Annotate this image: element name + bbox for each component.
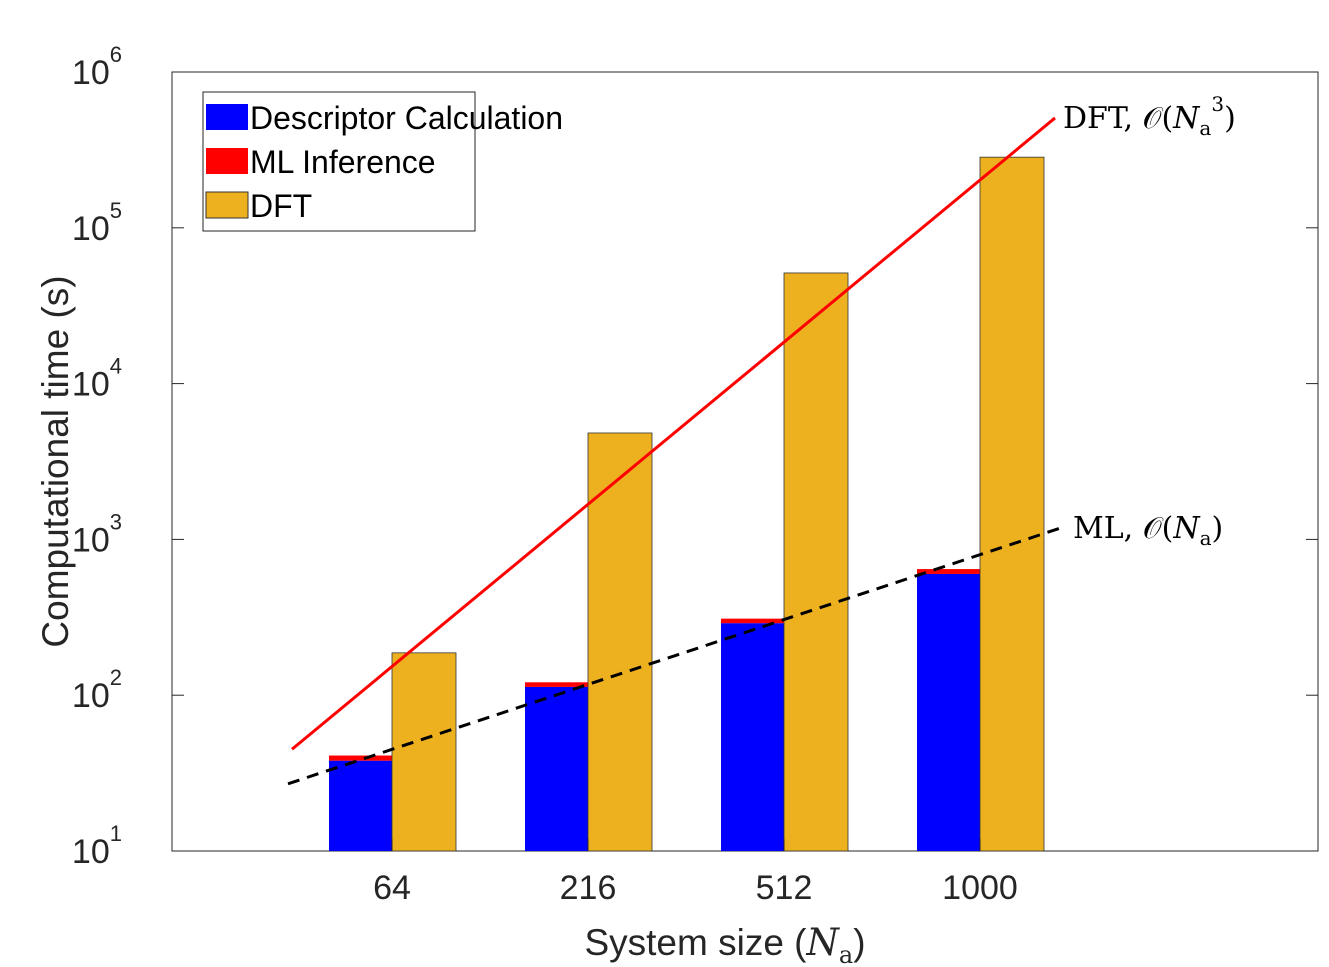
legend-swatch: [206, 148, 248, 174]
legend-label: ML Inference: [250, 144, 436, 180]
x-label-tail: ): [853, 922, 865, 963]
y-tick-base: 10: [72, 833, 110, 871]
x-axis-label: System size (Na): [584, 921, 865, 967]
fit-label-var: N: [1172, 101, 1201, 136]
legend-swatch: [205, 191, 249, 219]
bar: [329, 755, 393, 761]
bar: [783, 272, 849, 852]
bar: [391, 652, 457, 852]
fit-label-text: ML, 𝒪(: [1073, 511, 1173, 546]
fit-label-var: N: [1172, 511, 1201, 546]
x-tick-label: 512: [756, 869, 813, 907]
y-tick-base: 10: [72, 677, 110, 715]
fit-line-label: DFT, 𝒪(Na3): [1063, 92, 1236, 140]
y-tick-label: 103: [72, 509, 122, 559]
fit-line: [291, 116, 1056, 751]
fit-label-sub: a: [1200, 526, 1212, 550]
fit-label-sup: 3: [1211, 92, 1224, 116]
x-label-sub: a: [839, 941, 853, 967]
x-label-text: System size (: [584, 922, 807, 963]
y-tick-base: 10: [72, 210, 110, 248]
bar: [917, 569, 981, 574]
x-tick-label: 64: [373, 869, 411, 907]
y-tick-exponent: 6: [110, 42, 122, 67]
y-tick-label: 102: [72, 665, 122, 715]
x-label-var: N: [806, 921, 841, 964]
y-tick-base: 10: [72, 54, 110, 92]
fit-line-label: ML, 𝒪(Na): [1073, 511, 1223, 550]
y-tick-exponent: 5: [110, 198, 122, 223]
bar: [917, 573, 981, 851]
y-tick-label: 105: [72, 198, 122, 248]
bar: [979, 156, 1045, 852]
legend-label: DFT: [250, 188, 312, 224]
y-tick-exponent: 2: [110, 665, 122, 690]
bar: [721, 618, 785, 624]
legend-swatch: [206, 104, 248, 130]
fit-label-tail: ): [1212, 511, 1224, 546]
fit-label-sub: a: [1199, 116, 1211, 140]
y-tick-base: 10: [72, 521, 110, 559]
fit-line: [287, 526, 1061, 786]
y-tick-label: 104: [72, 354, 122, 404]
fit-label-text: DFT, 𝒪(: [1063, 101, 1173, 136]
fit-label-tail: ): [1224, 101, 1236, 136]
legend-label: Descriptor Calculation: [250, 100, 563, 136]
y-axis-label: Computational time (s): [35, 275, 76, 647]
x-tick-label: 216: [560, 869, 617, 907]
y-tick-label: 106: [72, 42, 122, 92]
x-tick-label: 1000: [942, 869, 1018, 907]
bar: [329, 760, 393, 851]
y-tick-exponent: 4: [110, 354, 122, 379]
bar: [587, 432, 653, 852]
bar: [525, 686, 589, 851]
bar: [721, 623, 785, 851]
y-tick-exponent: 3: [110, 509, 122, 534]
y-tick-exponent: 1: [110, 821, 122, 846]
bar: [525, 682, 589, 687]
y-tick-base: 10: [72, 366, 110, 404]
y-tick-label: 101: [72, 821, 122, 871]
